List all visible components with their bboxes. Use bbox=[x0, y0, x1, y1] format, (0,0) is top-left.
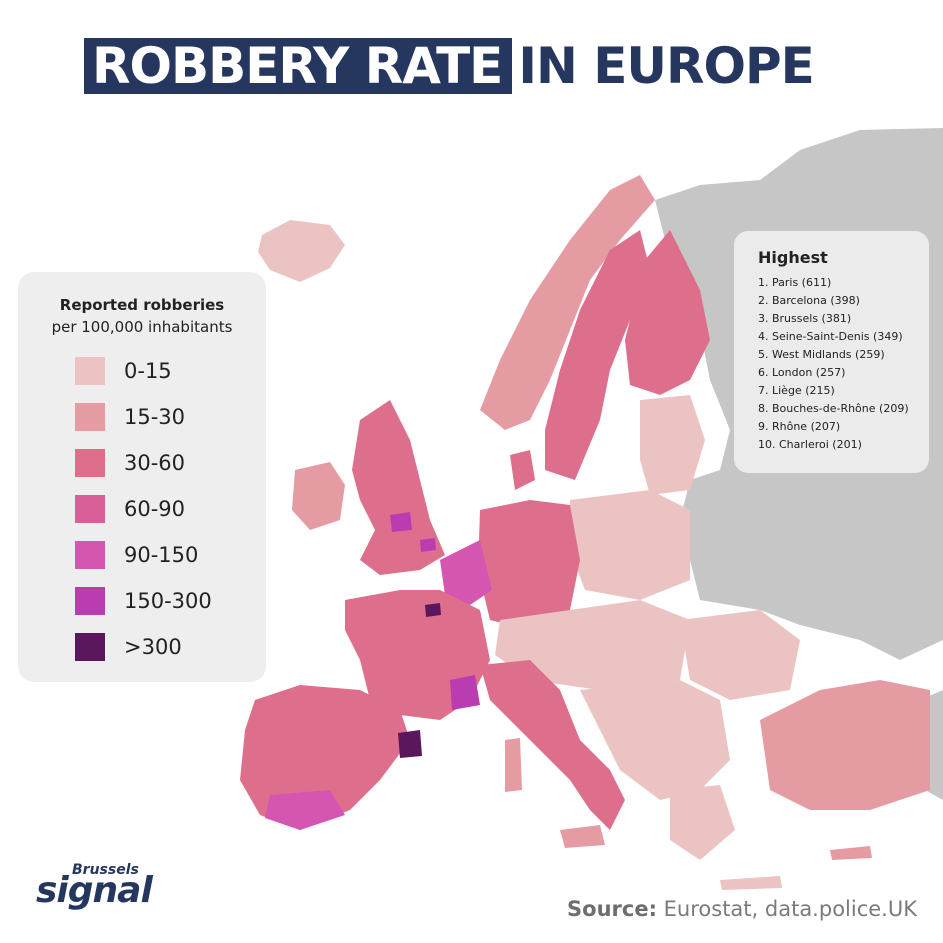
logo-bottom-text: signal bbox=[36, 870, 153, 911]
list-item: 9. Rhône (207) bbox=[758, 420, 841, 433]
title-rest: IN EUROPE bbox=[518, 37, 814, 95]
list-item: 8. Bouches-de-Rhône (209) bbox=[758, 402, 909, 415]
list-item: 7. Liège (215) bbox=[758, 384, 835, 397]
region-cyprus bbox=[830, 846, 872, 860]
region-balkans bbox=[580, 680, 730, 800]
list-item: 10. Charleroi (201) bbox=[758, 438, 862, 451]
list-item: 1. Paris (611) bbox=[758, 276, 832, 289]
highest-title: Highest bbox=[758, 248, 828, 267]
legend-swatch bbox=[75, 357, 105, 385]
region-greece bbox=[670, 785, 735, 860]
legend-swatch bbox=[75, 495, 105, 523]
region-turkey bbox=[760, 680, 930, 810]
map-legend: Reported robberies per 100,000 inhabitan… bbox=[18, 272, 266, 682]
source-label: Source: bbox=[567, 897, 657, 921]
region-sweden bbox=[545, 230, 650, 480]
region-andalusia bbox=[265, 790, 345, 830]
legend-item: 0-15 bbox=[75, 356, 172, 386]
legend-subtitle: per 100,000 inhabitants bbox=[51, 318, 233, 336]
region-romania bbox=[680, 610, 800, 700]
list-item: 4. Seine-Saint-Denis (349) bbox=[758, 330, 903, 343]
region-poland bbox=[570, 490, 690, 600]
legend-title: Reported robberies bbox=[59, 296, 225, 314]
region-finland bbox=[625, 230, 710, 395]
region-barcelona bbox=[398, 730, 422, 758]
legend-item: 60-90 bbox=[75, 494, 185, 524]
highest-list: 1. Paris (611) 2. Barcelona (398) 3. Bru… bbox=[758, 274, 909, 454]
region-norway bbox=[480, 175, 655, 430]
region-baltics bbox=[640, 395, 705, 495]
region-ireland bbox=[292, 462, 345, 530]
region-rhone-marseille bbox=[450, 675, 480, 710]
region-iberia bbox=[240, 685, 410, 830]
legend-item: 150-300 bbox=[75, 586, 212, 616]
region-great-britain bbox=[352, 400, 445, 575]
region-sicily bbox=[560, 825, 605, 848]
legend-label: >300 bbox=[124, 635, 182, 659]
legend-item: >300 bbox=[75, 632, 182, 662]
region-sardinia bbox=[505, 738, 522, 792]
list-item: 3. Brussels (381) bbox=[758, 312, 852, 325]
region-germany bbox=[478, 500, 580, 630]
source-note: Source: Eurostat, data.police.UK bbox=[567, 897, 917, 921]
region-crete bbox=[720, 876, 782, 890]
legend-swatch bbox=[75, 403, 105, 431]
legend-swatch bbox=[75, 541, 105, 569]
region-london bbox=[420, 538, 436, 552]
list-item: 6. London (257) bbox=[758, 366, 846, 379]
legend-swatch bbox=[75, 633, 105, 661]
legend-label: 15-30 bbox=[124, 405, 186, 429]
list-item: 5. West Midlands (259) bbox=[758, 348, 885, 361]
region-iceland bbox=[258, 220, 345, 282]
legend-item: 30-60 bbox=[75, 448, 185, 478]
title-highlight: ROBBERY RATE bbox=[84, 38, 513, 94]
legend-swatch bbox=[75, 449, 105, 477]
legend-item: 90-150 bbox=[75, 540, 198, 570]
region-paris bbox=[425, 603, 441, 617]
legend-label: 90-150 bbox=[124, 543, 199, 567]
highest-ranking-box: Highest 1. Paris (611) 2. Barcelona (398… bbox=[734, 231, 929, 473]
legend-label: 30-60 bbox=[124, 451, 186, 475]
legend-swatch bbox=[75, 587, 105, 615]
legend-label: 0-15 bbox=[124, 359, 172, 383]
brussels-signal-logo: Brussels signal bbox=[36, 862, 156, 914]
region-italy bbox=[480, 660, 625, 830]
region-central-europe bbox=[495, 600, 690, 690]
region-west-midlands bbox=[390, 512, 412, 532]
region-benelux bbox=[440, 540, 492, 605]
list-item: 2. Barcelona (398) bbox=[758, 294, 860, 307]
logo-top-text: Brussels bbox=[72, 862, 139, 878]
region-denmark bbox=[510, 450, 535, 490]
legend-label: 60-90 bbox=[124, 497, 186, 521]
page-title: ROBBERY RATE IN EUROPE bbox=[84, 37, 815, 95]
legend-label: 150-300 bbox=[124, 589, 212, 613]
source-text: Eurostat, data.police.UK bbox=[663, 897, 917, 921]
legend-item: 15-30 bbox=[75, 402, 185, 432]
